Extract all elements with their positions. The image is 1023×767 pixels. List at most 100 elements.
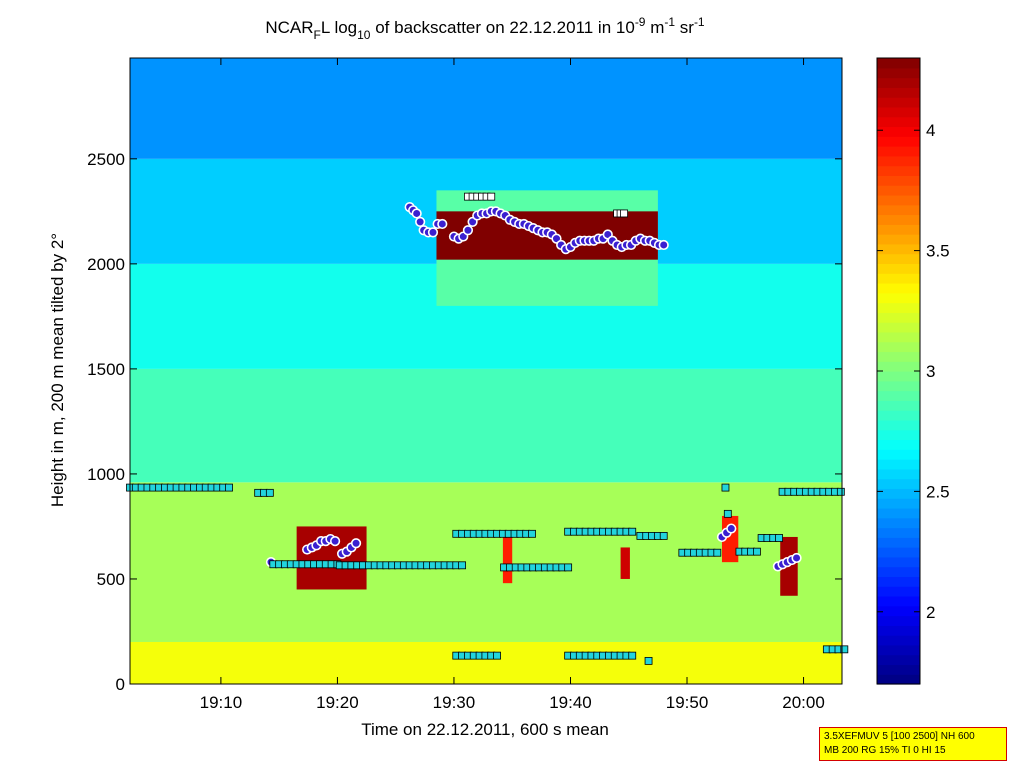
cloud-detection-point xyxy=(791,552,802,564)
colorbar-step xyxy=(877,400,920,411)
colorbar-step xyxy=(877,165,920,176)
colorbar-step xyxy=(877,537,920,548)
y-axis-label: Height in m, 200 m mean tilted by 2° xyxy=(48,233,67,507)
y-tick-label: 500 xyxy=(97,570,125,589)
info-line-1: 3.5XEFMUV 5 [100 2500] NH 600 xyxy=(824,731,975,742)
colorbar-step xyxy=(877,566,920,578)
colorbar-step xyxy=(877,605,920,617)
backscatter-band xyxy=(130,368,842,483)
backscatter-band xyxy=(130,58,842,159)
y-tick-label: 2000 xyxy=(87,255,125,274)
colorbar-step xyxy=(877,341,920,353)
x-tick-label: 19:30 xyxy=(433,693,476,712)
colorbar-tick-label: 4 xyxy=(926,121,935,140)
cloud-detection-point xyxy=(350,538,362,549)
cloud-detection-point xyxy=(437,218,448,230)
cloud-region xyxy=(502,536,513,584)
y-tick-label: 0 xyxy=(116,675,125,694)
colorbar-step xyxy=(877,243,920,255)
colorbar-step xyxy=(877,547,920,558)
y-tick-label: 1000 xyxy=(87,465,125,484)
colorbar-step xyxy=(877,410,920,421)
x-tick-label: 19:20 xyxy=(316,693,359,712)
colorbar-step xyxy=(877,97,920,108)
colorbar-step xyxy=(877,439,920,450)
colorbar-step xyxy=(877,331,920,343)
colorbar-step xyxy=(877,77,920,88)
cloud-detection-point xyxy=(462,225,474,236)
layer-boundary-marker xyxy=(493,651,501,660)
layer-boundary-marker xyxy=(753,547,761,556)
colorbar-step xyxy=(877,116,920,128)
layer-boundary-marker xyxy=(487,192,496,201)
colorbar-step xyxy=(877,234,920,245)
colorbar-step xyxy=(877,146,920,157)
layer-boundary-marker xyxy=(644,656,653,665)
colorbar-step xyxy=(877,380,920,392)
colorbar-step xyxy=(877,185,920,196)
title-part-c: L log xyxy=(321,18,357,37)
x-tick-label: 19:40 xyxy=(549,693,592,712)
colorbar-step xyxy=(877,468,920,480)
colorbar-step xyxy=(877,371,920,382)
colorbar-step xyxy=(877,136,920,147)
title-part-d: 10 xyxy=(357,28,371,42)
colorbar-step xyxy=(877,556,920,568)
colorbar-step xyxy=(877,282,920,294)
colorbar-step xyxy=(877,595,920,607)
cloud-detection-point xyxy=(427,227,439,238)
colorbar-step xyxy=(877,58,920,69)
layer-boundary-marker xyxy=(620,209,628,218)
colorbar: 2 2.5 3 3.5 4 xyxy=(876,57,950,685)
colorbar-step xyxy=(877,654,920,666)
colorbar-step xyxy=(877,263,920,274)
colorbar-step xyxy=(877,449,920,460)
layer-boundary-marker xyxy=(840,645,849,654)
colorbar-step xyxy=(877,194,920,206)
colorbar-tick-label: 3 xyxy=(926,362,935,381)
colorbar-step xyxy=(877,292,920,304)
title-part-b: F xyxy=(314,28,321,42)
colorbar-tick-label: 3.5 xyxy=(926,242,950,261)
layer-boundary-marker xyxy=(775,534,783,542)
colorbar-step xyxy=(877,576,920,587)
title-part-j: -1 xyxy=(694,15,705,29)
layer-boundary-marker xyxy=(458,561,467,570)
colorbar-tick-label: 2.5 xyxy=(926,482,950,501)
colorbar-step xyxy=(877,155,920,167)
colorbar-step xyxy=(877,517,920,529)
layer-boundary-marker xyxy=(628,527,637,536)
colorbar-step xyxy=(877,322,920,333)
colorbar-step xyxy=(877,351,920,362)
colorbar-step xyxy=(877,507,920,519)
cloud-region xyxy=(620,547,630,579)
y-tick-label: 2500 xyxy=(87,150,125,169)
colorbar-step xyxy=(877,312,920,323)
title-part-i: sr xyxy=(675,18,694,37)
cloud-detection-point xyxy=(411,208,422,219)
colorbar-step xyxy=(877,459,920,470)
colorbar-step xyxy=(877,224,920,235)
title-part-g: m xyxy=(645,18,664,37)
x-tick-label: 19:50 xyxy=(666,693,709,712)
colorbar-tick-label: 2 xyxy=(926,603,935,622)
layer-boundary-marker xyxy=(836,487,845,496)
layer-boundary-marker xyxy=(659,532,668,540)
colorbar-step xyxy=(877,126,920,137)
x-tick-label: 20:00 xyxy=(782,693,825,712)
plot-area: 19:10 19:20 19:30 19:40 19:50 20:00 0 500 1000 15… xyxy=(87,57,849,712)
layer-boundary-marker xyxy=(265,488,274,497)
layer-boundary-marker xyxy=(528,529,536,538)
colorbar-step xyxy=(877,478,920,489)
layer-boundary-marker xyxy=(723,509,732,518)
title-part-e: of backscatter on 22.12.2011 in 10 xyxy=(370,18,634,37)
layer-boundary-marker xyxy=(225,483,233,492)
colorbar-step xyxy=(877,106,920,118)
colorbar-step xyxy=(877,87,920,98)
colorbar-step xyxy=(877,253,920,265)
colorbar-step xyxy=(877,273,920,284)
info-line-2: MB 200 RG 15% TI 0 HI 15 xyxy=(824,745,946,756)
colorbar-step xyxy=(877,664,920,675)
cloud-detection-point xyxy=(329,536,341,547)
